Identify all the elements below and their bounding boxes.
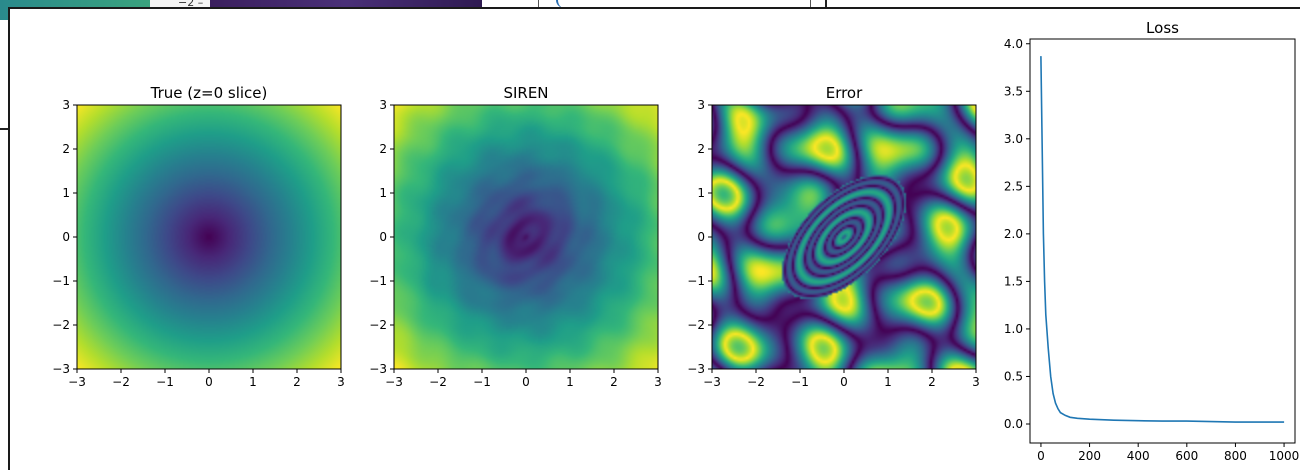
y-tick-label: 3 bbox=[62, 98, 70, 112]
background-window-divider bbox=[825, 0, 827, 8]
heatmap-panel-3 bbox=[708, 104, 977, 373]
y-tick-label: 1 bbox=[62, 186, 70, 200]
loss-series-line bbox=[1040, 56, 1285, 423]
loss-x-tick-label: 200 bbox=[1078, 449, 1101, 463]
loss-y-tick-label: 3.0 bbox=[1004, 132, 1023, 146]
y-tick-label: 0 bbox=[62, 230, 70, 244]
y-tick-label: 0 bbox=[379, 230, 387, 244]
y-tick-label: 2 bbox=[379, 142, 387, 156]
background-window-divider bbox=[538, 0, 539, 8]
background-window-arc bbox=[556, 0, 568, 8]
background-window-text: −2 – bbox=[178, 0, 204, 9]
x-tick-label: 0 bbox=[522, 375, 530, 389]
x-tick-label: −1 bbox=[791, 375, 809, 389]
x-tick-label: 2 bbox=[928, 375, 936, 389]
loss-x-tick-label: 400 bbox=[1127, 449, 1150, 463]
loss-title: Loss bbox=[1146, 19, 1179, 37]
x-tick-label: 2 bbox=[610, 375, 618, 389]
y-tick-label: 1 bbox=[697, 186, 705, 200]
loss-plot-frame bbox=[1029, 38, 1296, 444]
panel-title: SIREN bbox=[503, 84, 548, 102]
y-tick-label: 2 bbox=[697, 142, 705, 156]
figure-canvas: True (z=0 slice) −3 −2 −1 0 1 2 3 −3 −2 −1 0 1 2 3 SIRE… bbox=[52, 19, 1300, 463]
y-tick-label: 3 bbox=[379, 98, 387, 112]
loss-y-tick-label: 2.0 bbox=[1004, 227, 1023, 241]
x-tick-label: −2 bbox=[429, 375, 447, 389]
loss-x-tick-label: 600 bbox=[1175, 449, 1198, 463]
heatmap-image bbox=[394, 105, 658, 369]
x-tick-label: 3 bbox=[972, 375, 980, 389]
x-tick-label: −2 bbox=[112, 375, 130, 389]
y-tick-label: −1 bbox=[369, 274, 387, 288]
loss-x-tick-label: 1000 bbox=[1269, 449, 1300, 463]
heatmap-panel-1 bbox=[73, 104, 342, 373]
y-tick-label: 1 bbox=[379, 186, 387, 200]
y-tick-label: 0 bbox=[697, 230, 705, 244]
x-tick-label: −3 bbox=[703, 375, 721, 389]
background-window-edge bbox=[0, 128, 8, 130]
loss-y-tick-label: 0.0 bbox=[1004, 417, 1023, 431]
loss-y-tick-label: 4.0 bbox=[1004, 37, 1023, 51]
y-tick-label: −2 bbox=[52, 318, 70, 332]
x-tick-label: 0 bbox=[840, 375, 848, 389]
heatmap-image bbox=[712, 105, 976, 369]
background-window-divider bbox=[810, 0, 811, 8]
x-tick-label: 1 bbox=[884, 375, 892, 389]
heatmap-panel-2 bbox=[390, 104, 659, 373]
loss-y-tick-label: 2.5 bbox=[1004, 179, 1023, 193]
x-tick-label: 0 bbox=[205, 375, 213, 389]
x-tick-label: 1 bbox=[249, 375, 257, 389]
x-tick-label: −2 bbox=[747, 375, 765, 389]
y-tick-label: −1 bbox=[52, 274, 70, 288]
x-tick-label: 1 bbox=[566, 375, 574, 389]
y-tick-label: −1 bbox=[687, 274, 705, 288]
y-tick-label: −3 bbox=[687, 362, 705, 376]
loss-y-tick-label: 0.5 bbox=[1004, 369, 1023, 383]
loss-x-tick-label: 800 bbox=[1224, 449, 1247, 463]
y-tick-label: −2 bbox=[687, 318, 705, 332]
loss-y-tick-label: 1.0 bbox=[1004, 322, 1023, 336]
loss-x-tick-label: 0 bbox=[1037, 449, 1045, 463]
background-window-image-fragment bbox=[210, 0, 482, 8]
loss-y-tick-label: 1.5 bbox=[1004, 274, 1023, 288]
background-window-strip bbox=[150, 0, 210, 9]
y-tick-label: −3 bbox=[369, 362, 387, 376]
loss-y-tick-label: 3.5 bbox=[1004, 84, 1023, 98]
loss-chart bbox=[1026, 38, 1296, 447]
x-tick-label: 2 bbox=[293, 375, 301, 389]
heatmap-image bbox=[77, 105, 341, 369]
panel-title: Error bbox=[826, 84, 863, 102]
y-tick-label: 2 bbox=[62, 142, 70, 156]
x-tick-label: −1 bbox=[156, 375, 174, 389]
x-tick-label: 3 bbox=[337, 375, 345, 389]
x-tick-label: −3 bbox=[68, 375, 86, 389]
x-tick-label: 3 bbox=[654, 375, 662, 389]
panel-title: True (z=0 slice) bbox=[150, 84, 268, 102]
x-tick-label: −3 bbox=[385, 375, 403, 389]
figure-window: True (z=0 slice) −3 −2 −1 0 1 2 3 −3 −2 −1 0 1 2 3 SIRE… bbox=[8, 7, 1300, 470]
x-tick-label: −1 bbox=[473, 375, 491, 389]
y-tick-label: −3 bbox=[52, 362, 70, 376]
y-tick-label: 3 bbox=[697, 98, 705, 112]
y-tick-label: −2 bbox=[369, 318, 387, 332]
